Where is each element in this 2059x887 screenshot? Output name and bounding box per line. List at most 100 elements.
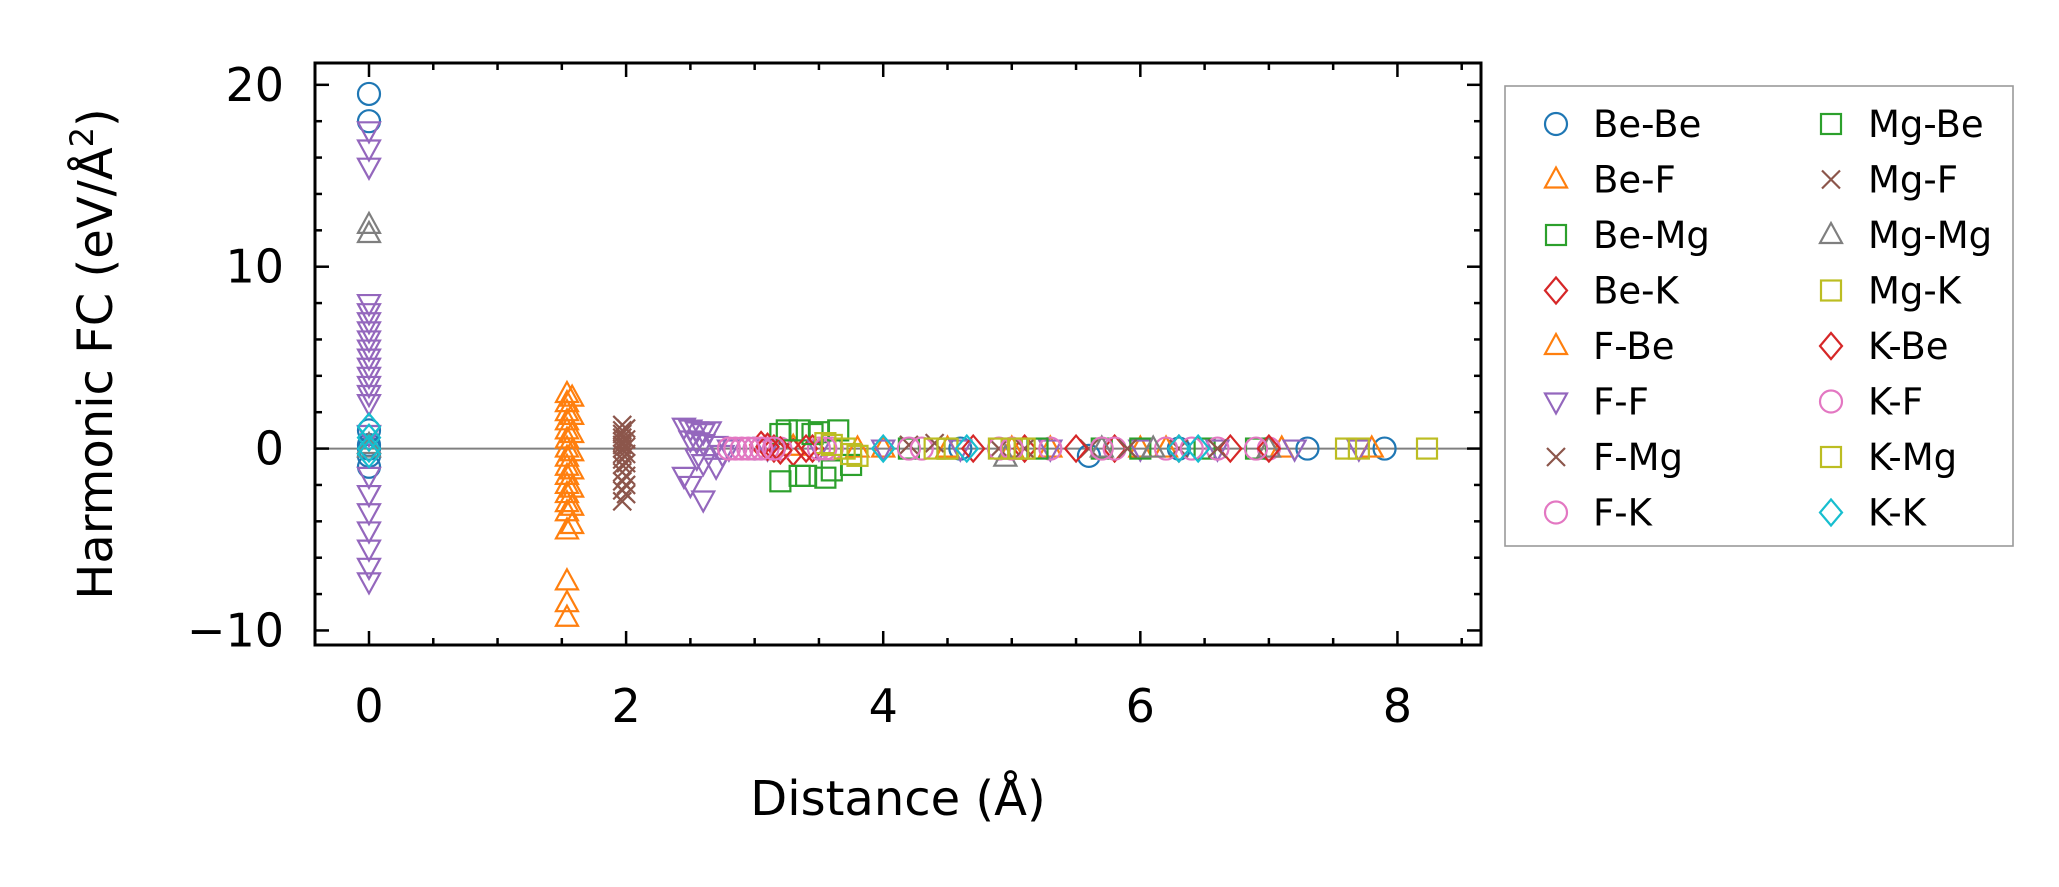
legend-label: F-Mg (1593, 436, 1683, 479)
legend-box (1504, 85, 2014, 547)
data-point (1166, 433, 1192, 464)
legend-marker (1543, 275, 1569, 306)
data-point (761, 433, 787, 464)
legend-marker (1819, 112, 1843, 136)
data-point (1140, 434, 1167, 458)
data-point (356, 539, 382, 563)
data-point (1256, 433, 1282, 464)
data-point (356, 521, 382, 545)
data-point (1129, 437, 1152, 460)
data-point (793, 433, 819, 464)
legend-entry-k-k: K-K (1818, 492, 1928, 535)
data-point (716, 436, 742, 461)
data-point (814, 466, 837, 489)
legend-label: F-F (1593, 381, 1649, 424)
legend-label: K-F (1868, 381, 1923, 424)
legend-entry-mg-be: Mg-Be (1819, 103, 1984, 146)
legend-marker (1546, 447, 1566, 467)
data-point (616, 466, 636, 486)
legend-entry-f-f: F-F (1543, 381, 1649, 424)
data-point (1037, 439, 1064, 463)
data-point (989, 438, 1009, 459)
y-axis-title: Harmonic FC (eV/Å2) (63, 108, 124, 600)
series-k-f (723, 436, 1269, 461)
data-point (806, 436, 832, 461)
data-point (1012, 433, 1038, 464)
legend-entry-be-mg: Be-Mg (1544, 214, 1710, 257)
data-point (559, 510, 585, 535)
data-point (1193, 437, 1216, 460)
data-point (896, 436, 922, 461)
data-point (356, 422, 382, 453)
data-point (616, 436, 636, 457)
x-tick-label: 8 (1383, 679, 1412, 733)
data-point (356, 81, 382, 107)
y-tick-label: −10 (187, 603, 284, 657)
data-point (909, 436, 934, 461)
series-mg-f (616, 418, 1228, 504)
legend-entry-k-be: K-Be (1818, 325, 1949, 368)
legend-entry-be-f: Be-F (1543, 159, 1676, 202)
data-point (870, 439, 897, 463)
x-tick-label: 6 (1126, 679, 1155, 733)
data-point (924, 433, 945, 453)
data-point (616, 475, 636, 495)
data-point (554, 603, 580, 627)
data-point (788, 464, 811, 487)
legend-label: Be-F (1593, 159, 1676, 202)
data-point (683, 448, 710, 472)
legend-marker (1819, 445, 1843, 469)
legend-entry-mg-mg: Mg-Mg (1818, 214, 1992, 257)
legend-entry-k-f: K-F (1818, 381, 1923, 424)
data-point (1153, 436, 1179, 461)
data-point (775, 419, 798, 442)
data-point (870, 434, 897, 458)
data-point (683, 432, 710, 456)
data-point (1007, 437, 1030, 460)
data-point (870, 433, 896, 464)
plot-frame (313, 61, 1483, 647)
legend-label: F-Be (1593, 325, 1674, 368)
data-point (960, 433, 986, 464)
data-point (690, 490, 717, 514)
data-point (813, 436, 838, 461)
data-point (1205, 436, 1230, 461)
data-point (748, 436, 774, 461)
data-point (356, 210, 382, 234)
data-point (827, 419, 850, 442)
data-point (356, 219, 382, 244)
data-point (742, 436, 767, 461)
data-point (1372, 436, 1397, 461)
legend-entry-mg-f: Mg-F (1821, 159, 1958, 202)
data-point (616, 444, 636, 464)
data-point (839, 442, 863, 466)
data-point (923, 437, 946, 460)
data-point (846, 444, 869, 467)
legend-label: K-Be (1868, 325, 1949, 368)
data-point (1127, 434, 1154, 458)
y-tick-label: 0 (255, 422, 284, 476)
legend-entry-be-be: Be-Be (1543, 103, 1701, 146)
legend-label: K-K (1868, 492, 1928, 535)
legend-marker (1543, 111, 1569, 137)
legend-label: F-K (1593, 492, 1654, 535)
data-point (616, 484, 636, 504)
data-point (1207, 438, 1228, 459)
data-point (1295, 436, 1320, 461)
data-point (729, 436, 754, 461)
legend-entry-be-k: Be-K (1543, 270, 1680, 313)
data-point (554, 488, 580, 513)
data-point (1153, 434, 1179, 458)
legend-label: Mg-F (1868, 159, 1958, 202)
legend-label: Be-K (1593, 270, 1680, 313)
legend-marker (1818, 220, 1844, 245)
legend-label: Mg-K (1868, 270, 1963, 313)
legend-entry-f-mg: F-Mg (1546, 436, 1683, 479)
legend-entry-f-be: F-Be (1543, 325, 1674, 368)
data-point (761, 436, 787, 461)
legend-marker (1543, 331, 1569, 356)
data-point (356, 557, 382, 582)
series-k-k (356, 412, 1211, 469)
data-point (1346, 439, 1372, 463)
